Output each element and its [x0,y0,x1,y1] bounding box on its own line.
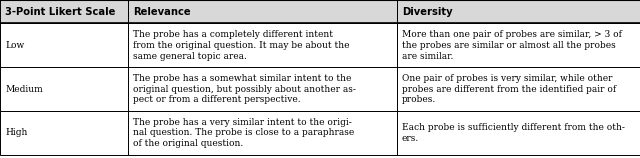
Bar [0,23,128,67]
Text: The probe has a very similar intent to the origi-
nal question. The probe is clo: The probe has a very similar intent to t… [133,118,355,148]
Bar [397,67,640,111]
Text: Relevance: Relevance [133,7,191,17]
Bar [128,0,397,23]
Bar [0,0,128,23]
Bar [397,0,640,23]
Text: High: High [5,128,28,137]
Text: 3-Point Likert Scale: 3-Point Likert Scale [5,7,115,17]
Bar [397,111,640,155]
Text: The probe has a completely different intent
from the original question. It may b: The probe has a completely different int… [133,30,349,61]
Text: Each probe is sufficiently different from the oth-
ers.: Each probe is sufficiently different fro… [402,123,625,143]
Bar [128,23,397,67]
Bar [128,67,397,111]
Text: Diversity: Diversity [402,7,452,17]
Bar [0,67,128,111]
Bar [397,23,640,67]
Text: Low: Low [5,41,24,50]
Text: Medium: Medium [5,85,43,94]
Text: The probe has a somewhat similar intent to the
original question, but possibly a: The probe has a somewhat similar intent … [133,74,356,104]
Bar [0,111,128,155]
Text: One pair of probes is very similar, while other
probes are different from the id: One pair of probes is very similar, whil… [402,74,616,104]
Text: More than one pair of probes are similar, > 3 of
the probes are similar or almos: More than one pair of probes are similar… [402,30,622,61]
Bar [128,111,397,155]
